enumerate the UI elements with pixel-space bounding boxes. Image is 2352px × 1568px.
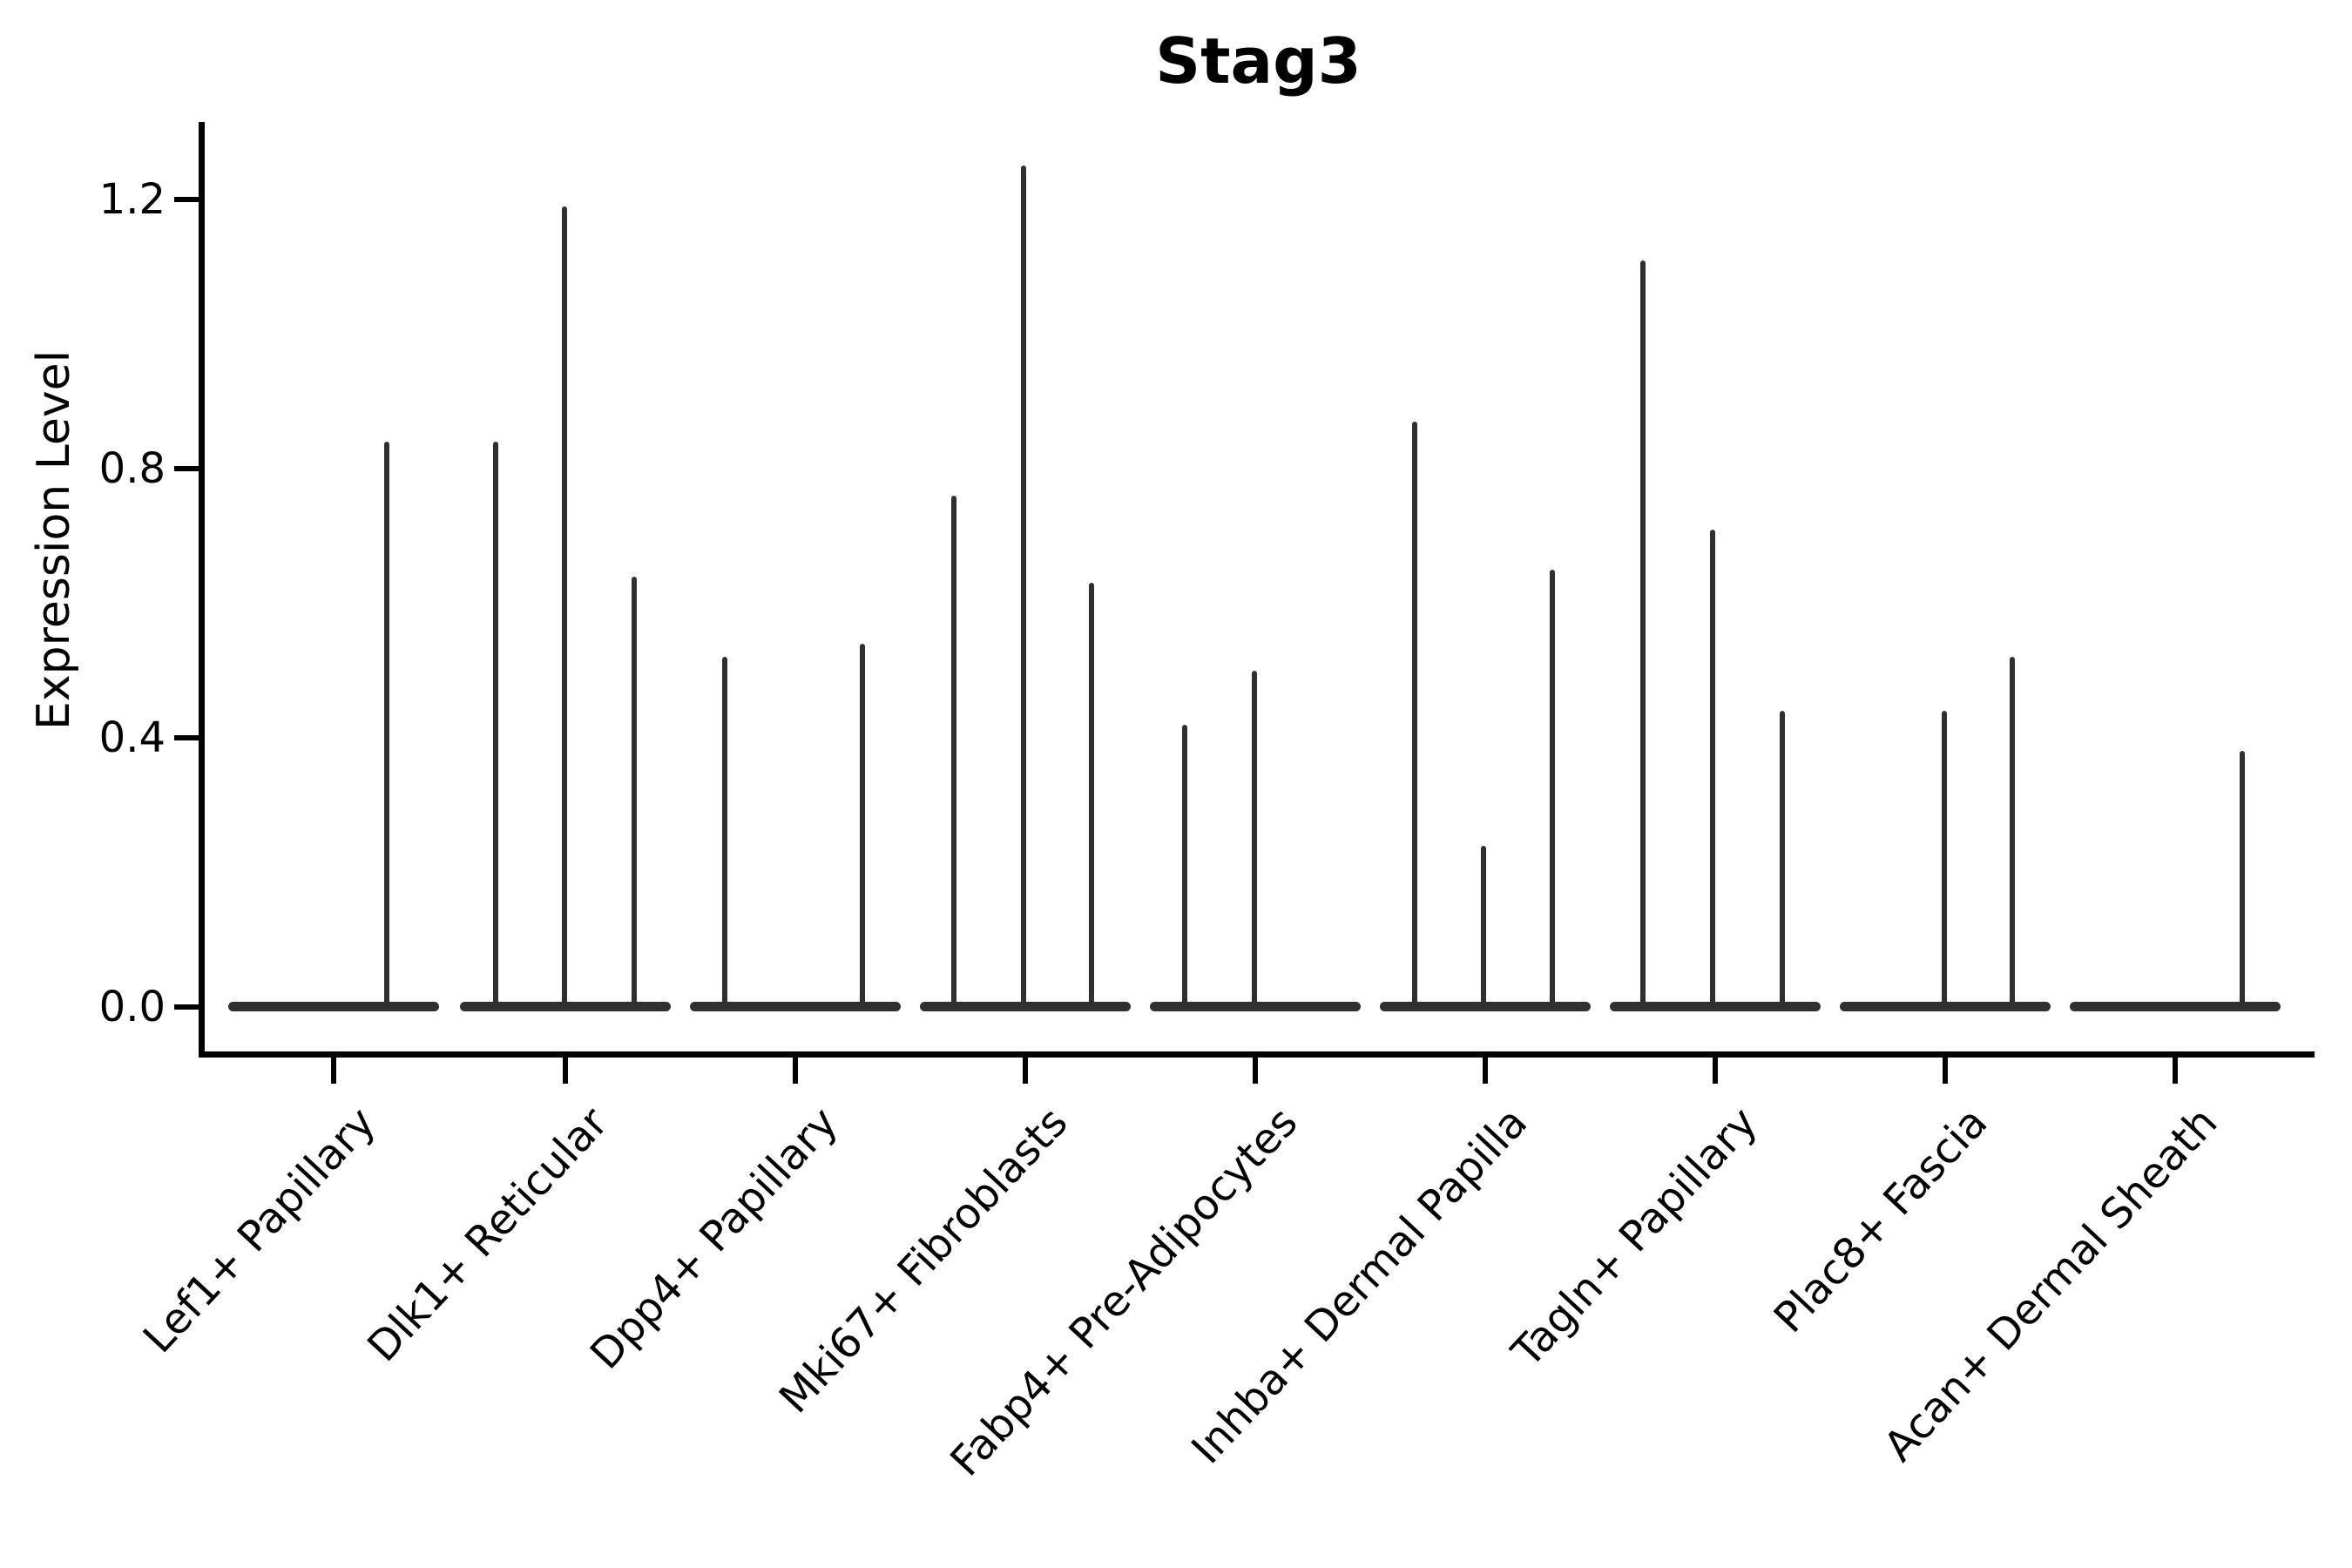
x-tick-label: Dlk1+ Reticular (357, 1098, 618, 1372)
y-tick-label: 0.0 (98, 983, 166, 1031)
violin-needle (860, 644, 865, 1010)
y-tick-label: 0.4 (98, 713, 166, 762)
chart-title: Stag3 (1155, 24, 1362, 98)
violin-needle (1021, 166, 1026, 1010)
y-tick-label: 0.8 (98, 444, 166, 493)
x-tick-mark (1943, 1058, 1948, 1084)
y-tick-label: 1.2 (98, 175, 166, 224)
x-tick-mark (1253, 1058, 1258, 1084)
x-axis-spine (199, 1051, 2315, 1058)
violin-needle (1942, 711, 1947, 1010)
violin-needle (384, 442, 389, 1010)
violin-needle (1780, 711, 1785, 1010)
violin-needle (1252, 671, 1257, 1010)
violin-needle (1182, 725, 1187, 1010)
violin-needle (1412, 422, 1417, 1010)
violin-needle (493, 442, 498, 1010)
x-tick-mark (2173, 1058, 2178, 1084)
violin-body (2070, 1002, 2281, 1011)
y-axis-spine (199, 122, 205, 1058)
x-tick-mark (793, 1058, 798, 1084)
x-tick-mark (1023, 1058, 1028, 1084)
violin-needle (722, 657, 727, 1010)
violin-needle (2240, 751, 2245, 1010)
x-tick-mark (1483, 1058, 1488, 1084)
x-tick-mark (331, 1058, 336, 1084)
y-tick-mark (174, 197, 199, 202)
violin-needle (562, 206, 567, 1010)
violin-body (1610, 1002, 1821, 1011)
y-tick-mark (174, 1004, 199, 1010)
violin-needle (2010, 657, 2015, 1010)
violin-body (690, 1002, 901, 1011)
y-tick-mark (174, 466, 199, 471)
violin-body (228, 1002, 439, 1011)
x-tick-label: Plac8+ Fascia (1764, 1098, 1997, 1342)
y-axis-label: Expression Level (28, 349, 80, 731)
violin-needle (951, 496, 956, 1010)
x-tick-label: Lef1+ Papillary (134, 1098, 386, 1363)
violin-needle (1710, 530, 1715, 1010)
violin-needle (1550, 570, 1555, 1010)
violin-needle (1089, 583, 1094, 1010)
x-tick-label: Dpp4+ Papillary (580, 1098, 848, 1379)
y-tick-mark (174, 735, 199, 740)
x-tick-label: Tagln+ Papillary (1503, 1098, 1767, 1377)
violin-needle (1481, 846, 1486, 1010)
x-tick-mark (563, 1058, 568, 1084)
violin-needle (632, 577, 637, 1010)
x-tick-mark (1713, 1058, 1718, 1084)
violin-needle (1640, 260, 1646, 1010)
